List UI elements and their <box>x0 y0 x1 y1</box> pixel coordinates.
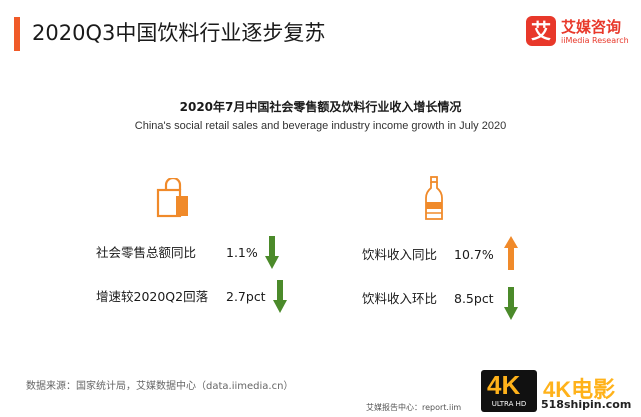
subtitle-en: China's social retail sales and beverage… <box>134 120 507 132</box>
logo-name-en: iiMedia Research <box>561 36 629 45</box>
down-arrow-icon <box>273 280 287 313</box>
footer-report-center: 艾媒报告中心：report.iim <box>366 403 462 412</box>
watermark-url: 518shipin.com <box>541 398 632 411</box>
watermark-badge-sub: ULTRA HD <box>491 400 527 408</box>
subtitle-cn: 2020年7月中国社会零售额及饮料行业收入增长情况 <box>179 100 462 114</box>
page-title: 2020Q3中国饮料行业逐步复苏 <box>32 21 326 45</box>
metric-growth-drop-value: 2.7pct <box>226 289 266 304</box>
logo-name-cn: 艾媒咨询 <box>561 18 622 36</box>
brand-logo: 艾 艾媒咨询 iiMedia Research <box>526 16 634 50</box>
metric-beverage-yoy-label: 饮料收入同比 <box>362 247 438 262</box>
watermark-brand: 4K电影 <box>543 377 616 402</box>
metric-growth-drop-label: 增速较2020Q2回落 <box>96 289 209 304</box>
metric-beverage-yoy-value: 10.7% <box>454 247 494 262</box>
metric-beverage-mom-label: 饮料收入环比 <box>362 291 438 306</box>
down-arrow-icon <box>504 287 518 320</box>
watermark-badge-text: 4K <box>487 370 521 400</box>
bottle-icon <box>425 176 443 220</box>
metric-beverage-mom-value: 8.5pct <box>454 291 494 306</box>
down-arrow-icon <box>265 236 279 269</box>
title-accent-bar <box>14 17 20 51</box>
metric-retail-yoy-value: 1.1% <box>226 245 258 260</box>
metric-retail-yoy-label: 社会零售总额同比 <box>96 245 197 260</box>
shopping-bag-icon <box>156 178 188 218</box>
up-arrow-icon <box>504 236 518 270</box>
data-source-note: 数据来源：国家统计局，艾媒数据中心（data.iimedia.cn） <box>26 381 294 392</box>
watermark-badge: 4K ULTRA HD <box>481 370 537 412</box>
logo-mark: 艾 <box>526 16 556 46</box>
